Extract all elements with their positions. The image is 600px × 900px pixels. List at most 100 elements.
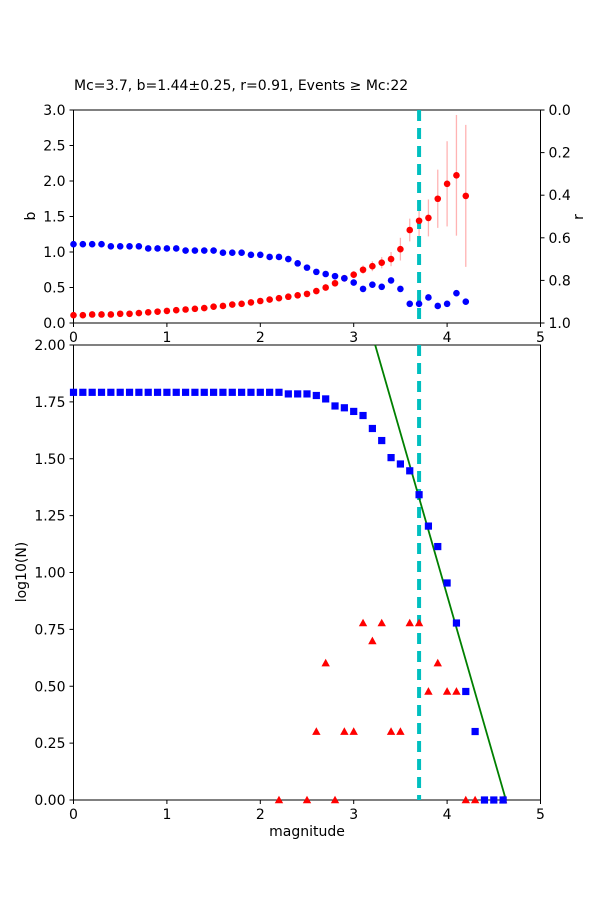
- y-tick-label: 2.00: [34, 338, 65, 354]
- cumulative-events-point: [424, 522, 433, 530]
- x-tick-label: 4: [443, 330, 452, 346]
- events-per-bin-point: [312, 727, 321, 735]
- cumulative-events-point: [210, 388, 218, 396]
- cumulative-events-point: [359, 411, 367, 420]
- cumulative-events-series: [69, 388, 507, 804]
- b-value-error-bars: [72, 114, 467, 316]
- cumulative-events-point: [219, 388, 227, 396]
- r-value-point: [257, 251, 264, 259]
- y-tick-right-label: 1.0: [549, 316, 571, 332]
- r-value-point: [210, 247, 217, 254]
- r-value-point: [247, 251, 255, 259]
- cumulative-events-point: [97, 388, 106, 396]
- r-value-point: [331, 272, 339, 280]
- cumulative-events-point: [238, 388, 246, 396]
- gutenberg-richter-fit-line: [374, 344, 507, 801]
- y-tick-label: 1.5: [43, 210, 65, 226]
- events-per-bin-point: [442, 687, 452, 695]
- y-tick-right-label: 0.6: [549, 231, 571, 247]
- b-value-point: [285, 293, 292, 301]
- b-value-series: [70, 172, 470, 319]
- events-per-bin-point: [433, 658, 442, 667]
- b-value-point: [369, 262, 376, 270]
- cumulative-events-point: [294, 390, 302, 398]
- top-ylabel-left: b: [23, 211, 39, 221]
- x-tick-label: 0: [69, 330, 78, 346]
- cumulative-events-point: [387, 454, 395, 462]
- r-value-point: [313, 268, 320, 276]
- y-tick-right-label: 0.0: [549, 103, 571, 119]
- r-value-point: [434, 302, 442, 310]
- y-tick-label: 1.50: [34, 452, 65, 468]
- b-value-point: [378, 259, 386, 266]
- cumulative-events-point: [228, 388, 236, 396]
- b-value-point: [172, 306, 180, 314]
- r-value-point: [182, 247, 189, 254]
- chart-title: Mc=3.7, b=1.44±0.25, r=0.91, Events ≥ Mc…: [74, 78, 409, 94]
- events-per-bin-point: [340, 727, 349, 735]
- events-per-bin-point: [396, 727, 405, 735]
- b-value-point: [322, 284, 329, 291]
- b-value-point: [415, 217, 423, 225]
- b-value-point: [331, 279, 339, 287]
- events-per-bin-point: [414, 618, 424, 627]
- r-value-point: [275, 253, 283, 261]
- y-tick-label: 0.0: [43, 316, 65, 332]
- events-per-bin-point: [330, 795, 340, 804]
- top-plot: 0 1 2 3 4 5 0.0 0.5 1.0 1.5 2.0 2.5 3.0 0.0 0.2 0.4 0.6 0…: [43, 103, 571, 346]
- r-value-point: [98, 240, 105, 248]
- r-value-point: [70, 240, 77, 248]
- cumulative-events-point: [396, 460, 404, 468]
- x-tick-label: 1: [162, 330, 171, 346]
- y-tick-right-label: 0.8: [549, 273, 571, 289]
- cumulative-events-point: [368, 424, 376, 433]
- x-tick-label: 3: [349, 807, 358, 823]
- cumulative-events-point: [88, 388, 96, 396]
- r-value-point: [406, 300, 414, 308]
- cumulative-events-point: [350, 407, 358, 416]
- cumulative-events-point: [79, 388, 87, 396]
- r-value-point: [238, 249, 245, 257]
- r-value-point: [79, 240, 87, 248]
- cumulative-events-point: [275, 388, 283, 396]
- x-tick-label: 1: [162, 807, 171, 823]
- cumulative-events-point: [284, 390, 292, 398]
- b-value-point: [397, 245, 404, 253]
- events-per-bin-point: [377, 618, 386, 627]
- bottom-plot: 0 1 2 3 4 5 0.00 0.25 0.50 0.75 1.00 1.25 1.50 1.75 2.…: [34, 338, 545, 823]
- b-value-point: [443, 180, 451, 188]
- r-value-point: [378, 283, 386, 291]
- events-per-bin-point: [461, 795, 470, 804]
- b-value-point: [70, 311, 77, 319]
- y-tick-label: 0.25: [34, 736, 65, 752]
- cumulative-events-point: [480, 796, 489, 804]
- r-value-point: [126, 243, 133, 250]
- r-value-point: [462, 298, 470, 306]
- y-tick-label: 1.00: [34, 566, 65, 582]
- b-value-point: [210, 303, 217, 310]
- r-value-point: [228, 249, 236, 257]
- cumulative-events-point: [144, 388, 152, 396]
- events-per-bin-point: [274, 795, 284, 804]
- cumulative-events-point: [153, 388, 162, 396]
- cumulative-events-point: [462, 687, 470, 696]
- b-value-point: [116, 310, 124, 318]
- r-value-point: [200, 247, 208, 254]
- cumulative-events-point: [312, 391, 320, 400]
- x-tick-label: 5: [536, 807, 545, 823]
- r-value-point: [266, 253, 273, 261]
- x-tick-label: 2: [256, 330, 265, 346]
- events-per-bin-series: [274, 618, 508, 804]
- y-tick-label: 1.0: [43, 245, 65, 261]
- r-value-point: [350, 279, 358, 286]
- events-per-bin-point: [424, 687, 433, 695]
- b-value-point: [107, 311, 115, 318]
- cumulative-events-point: [490, 796, 498, 804]
- b-value-point: [191, 305, 199, 313]
- r-value-point: [107, 243, 115, 250]
- y-tick-label: 1.75: [34, 395, 65, 411]
- y-tick-label: 2.5: [43, 139, 65, 155]
- cumulative-events-point: [191, 388, 199, 396]
- b-value-point: [266, 296, 273, 303]
